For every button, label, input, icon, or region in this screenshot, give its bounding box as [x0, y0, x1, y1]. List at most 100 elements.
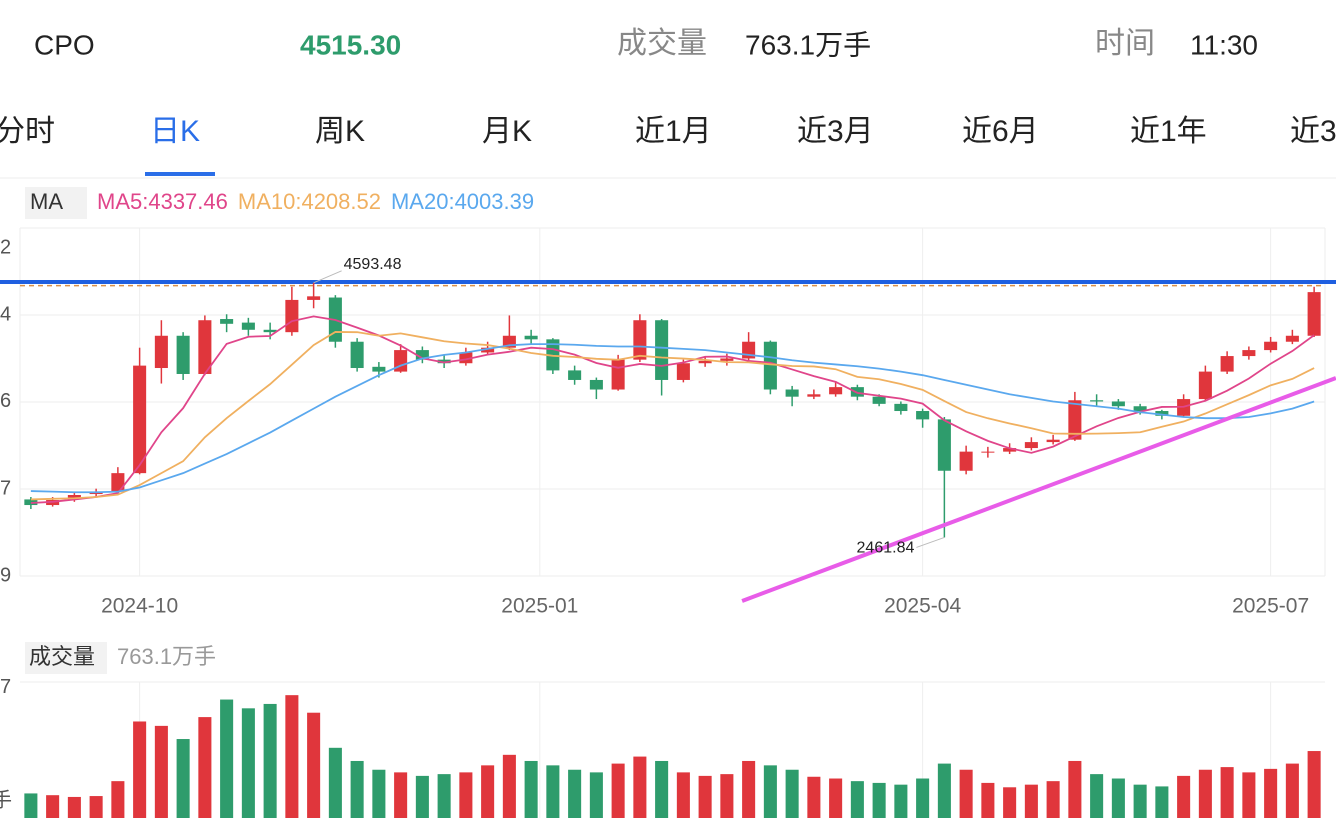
volume-value: 763.1万手 — [745, 29, 871, 60]
ma-label: MA — [30, 189, 63, 214]
vol-tick-label: 7 — [0, 676, 11, 698]
volume-bar — [611, 763, 625, 818]
volume-bar — [328, 747, 342, 818]
volume-bar — [1307, 751, 1321, 818]
volume-bar — [763, 765, 777, 818]
candle-body — [611, 359, 625, 390]
volume-bar — [1155, 786, 1169, 818]
tab[interactable]: 近3月 — [797, 115, 874, 148]
vol-badge — [25, 642, 107, 674]
volume-bar — [850, 781, 864, 818]
volume-bar — [829, 778, 843, 818]
symbol: CPO — [34, 29, 95, 60]
candle-body — [1068, 400, 1082, 440]
legend-entry: MA5:4337.46 — [97, 189, 228, 214]
candle-body — [437, 359, 451, 364]
volume-bar — [198, 717, 212, 818]
max-pointer — [313, 270, 342, 284]
candle-body — [459, 352, 473, 364]
volume-bar — [1046, 781, 1060, 818]
candle-body — [307, 296, 321, 300]
volume-bar — [24, 793, 38, 818]
ma-line — [30, 343, 1315, 494]
candle-body — [198, 320, 212, 374]
candle-body — [1046, 439, 1060, 443]
volume-bar — [1133, 784, 1147, 818]
volume-bar — [154, 725, 168, 818]
legend-entry: MA20:4003.39 — [391, 189, 534, 214]
candle-body — [1133, 406, 1147, 412]
x-tick-label: 2025-07 — [1232, 595, 1309, 618]
volume-bar — [67, 796, 81, 818]
candle-body — [350, 341, 364, 369]
volume-bar — [1111, 778, 1125, 818]
legend-entry: MA10:4208.52 — [238, 189, 381, 214]
trendline — [741, 376, 1336, 603]
candle-body — [981, 451, 995, 453]
tab[interactable]: 近3 — [1290, 115, 1336, 148]
candle-body — [1285, 335, 1299, 342]
candle-body — [568, 370, 582, 380]
volume-bar — [655, 760, 669, 818]
vol-title: 成交量 — [29, 644, 95, 669]
ma-line — [30, 331, 1315, 501]
volume-bar — [1177, 775, 1191, 818]
volume-bar — [742, 760, 756, 818]
volume-bar — [937, 763, 951, 818]
x-tick-label: 2025-04 — [884, 595, 961, 618]
tab[interactable]: 近6月 — [962, 115, 1039, 148]
tab[interactable]: 近1年 — [1130, 115, 1207, 148]
volume-bar — [1003, 787, 1017, 818]
volume-bar — [589, 772, 603, 818]
price: 4515.30 — [300, 29, 401, 60]
candle-body — [67, 495, 81, 500]
time-value: 11:30 — [1190, 29, 1258, 60]
volume-bar — [502, 754, 516, 818]
volume-bar — [220, 699, 234, 818]
volume-bar — [1068, 760, 1082, 818]
volume-bar — [1024, 784, 1038, 818]
candle-body — [1242, 350, 1256, 357]
candle-body — [241, 322, 255, 330]
volume-label: 成交量 — [617, 27, 707, 60]
candle-body — [154, 335, 168, 369]
max-label: 4593.48 — [344, 256, 402, 273]
volume-bar — [285, 695, 299, 818]
volume-bar — [894, 784, 908, 818]
tab[interactable]: 分时 — [0, 115, 55, 148]
volume-bar — [785, 769, 799, 818]
candle-body — [698, 360, 712, 364]
candle-body — [285, 299, 299, 333]
tab[interactable]: 月K — [482, 115, 532, 148]
tab[interactable]: 日K — [150, 115, 200, 148]
volume-bar — [698, 775, 712, 818]
candle-body — [655, 320, 669, 380]
candle-body — [829, 387, 843, 395]
volume-bar — [1242, 772, 1256, 818]
volume-bar — [176, 739, 190, 818]
volume-bar — [676, 772, 690, 818]
volume-bar — [1264, 768, 1278, 818]
volume-bar — [350, 760, 364, 818]
x-tick-label: 2024-10 — [101, 595, 178, 618]
volume-bar — [524, 760, 538, 818]
volume-bar — [46, 795, 60, 818]
ma-badge — [25, 187, 87, 219]
volume-bar — [1285, 763, 1299, 818]
candle-body — [807, 394, 821, 397]
candle-body — [589, 379, 603, 390]
volume-bar — [720, 774, 734, 818]
volume-bar — [872, 782, 886, 818]
tab[interactable]: 近1月 — [635, 115, 712, 148]
vol-value: 763.1万手 — [117, 644, 216, 669]
y-tick-label: 7 — [0, 477, 11, 499]
tab[interactable]: 周K — [315, 115, 365, 148]
candle-body — [502, 335, 516, 348]
candle-body — [872, 396, 886, 404]
candle-body — [1220, 356, 1234, 372]
candle-body — [1111, 401, 1125, 407]
candle-body — [1198, 371, 1212, 400]
volume-bar — [372, 769, 386, 818]
volume-bar — [111, 781, 125, 818]
